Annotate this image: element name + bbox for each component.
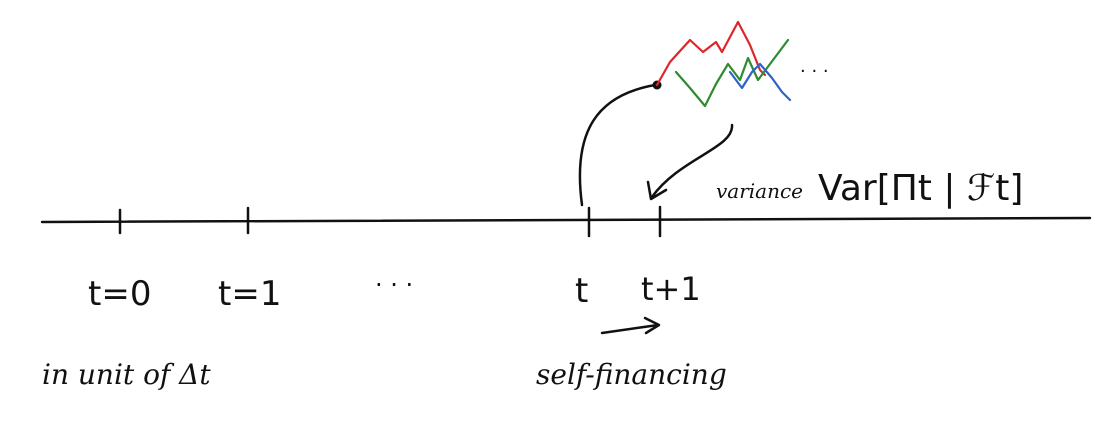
curve-to-paths <box>578 83 657 207</box>
self-financing-label: self-financing <box>536 358 727 391</box>
time-axis <box>40 216 1092 224</box>
self-financing-arrow <box>600 323 660 335</box>
tick-label-t0: t=0 <box>88 274 151 314</box>
tick-label-t1: t=1 <box>218 274 281 314</box>
tick-label-t: t <box>575 271 588 311</box>
self-financing-arrowhead <box>643 316 661 335</box>
path-blue <box>728 62 792 102</box>
path-red <box>655 20 767 87</box>
path-green <box>674 38 790 108</box>
paths-continuation: . . . <box>800 56 829 77</box>
variance-expression: Var[Πt | ℱt] <box>818 168 1023 209</box>
tick-label-t-plus-1: t+1 <box>641 270 701 308</box>
tick-label-ellipsis: . . . <box>375 264 413 292</box>
curve-to-t-plus-1 <box>650 123 734 199</box>
curve-arrowhead <box>646 180 668 201</box>
variance-word: variance <box>716 179 803 203</box>
unit-note: in unit of Δt <box>42 358 211 391</box>
